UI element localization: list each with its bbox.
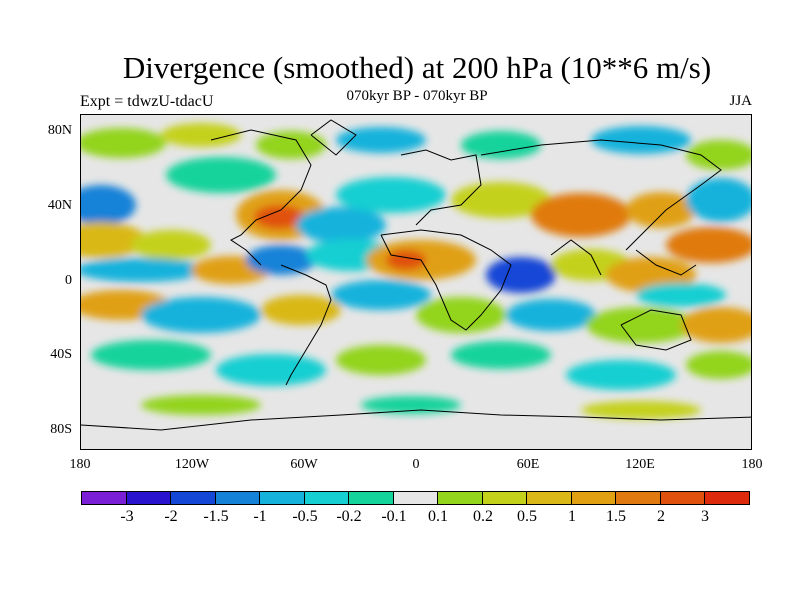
lat-tick-80s: 80S	[50, 422, 72, 437]
lon-tick-180e: 180	[741, 457, 763, 472]
colorbar-bin	[126, 492, 172, 504]
colorbar-label: 1	[568, 508, 576, 525]
plot-title: Divergence (smoothed) at 200 hPa (10**6 …	[122, 50, 712, 85]
divergence-contours	[81, 123, 751, 419]
map-field	[81, 115, 751, 449]
colorbar-bin	[260, 492, 305, 504]
lon-tick-120e: 120E	[625, 457, 655, 472]
lon-tick-60w: 60W	[290, 457, 318, 472]
lon-tick-180w: 180	[69, 457, 91, 472]
colorbar-bin	[616, 492, 661, 504]
colorbar-label: 0.1	[428, 508, 448, 525]
colorbar-bin	[171, 492, 216, 504]
lon-tick-60e: 60E	[516, 457, 540, 472]
lat-tick-80n: 80N	[47, 123, 72, 138]
lat-tick-0: 0	[65, 273, 72, 288]
subtitle: 070kyr BP - 070kyr BP	[346, 88, 488, 104]
colorbar-bin	[82, 492, 127, 504]
lon-tick-0: 0	[412, 457, 420, 472]
colorbar-bin	[438, 492, 483, 504]
colorbar-label: -0.5	[292, 508, 318, 525]
season-label: JJA	[729, 93, 752, 109]
colorbar-label: 2	[657, 508, 665, 525]
colorbar-label: 0.5	[517, 508, 537, 525]
lon-tick-120w: 120W	[174, 457, 210, 472]
colorbar-label: 1.5	[606, 508, 626, 525]
coastlines	[81, 119, 751, 431]
lat-tick-40n: 40N	[47, 198, 72, 213]
colorbar-label: -0.1	[381, 508, 407, 525]
colorbar-bin	[705, 492, 749, 504]
colorbar-bin	[215, 492, 261, 504]
colorbar-label: -1	[253, 508, 267, 525]
colorbar-label: -3	[120, 508, 134, 525]
colorbar-bin	[393, 492, 439, 504]
colorbar-bin	[349, 492, 394, 504]
colorbar-bin	[482, 492, 528, 504]
colorbar-bin	[660, 492, 706, 504]
lat-tick-40s: 40S	[50, 347, 72, 362]
divergence-map	[80, 114, 752, 450]
experiment-label: Expt = tdwzU-tdacU	[80, 93, 214, 110]
colorbar-bin	[571, 492, 617, 504]
colorbar-label: 3	[701, 508, 709, 525]
colorbar-label: -0.2	[336, 508, 362, 525]
colorbar-label: 0.2	[473, 508, 493, 525]
colorbar-label: -2	[164, 508, 178, 525]
colorbar-label: -1.5	[203, 508, 229, 525]
colorbar-bin	[527, 492, 572, 504]
colorbar	[81, 491, 750, 505]
colorbar-bin	[304, 492, 350, 504]
